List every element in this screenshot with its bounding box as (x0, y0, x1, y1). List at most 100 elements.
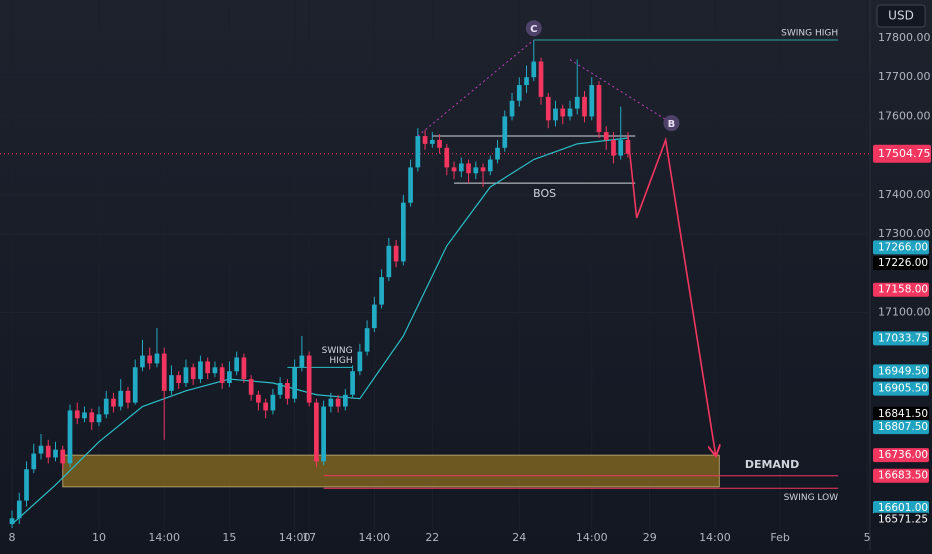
candle-body (545, 96, 551, 121)
y-tick-label: 17800.00 (878, 31, 931, 44)
candle-body (103, 398, 109, 415)
y-tick-label: 17600.00 (878, 109, 931, 122)
candle-body (125, 390, 131, 403)
price-label: 17158.00 (878, 284, 928, 296)
y-tick-label: 17700.00 (878, 70, 931, 83)
candle-body (357, 351, 363, 372)
candle-body (248, 379, 254, 395)
price-label-box (873, 256, 929, 271)
candle-body (169, 375, 174, 391)
candle-body (589, 85, 595, 117)
candle-body (96, 414, 102, 423)
candle-body (466, 163, 471, 174)
candle-body (509, 100, 515, 117)
price-label: 16905.50 (878, 383, 928, 395)
candle-body (53, 449, 58, 458)
candle-body (89, 412, 95, 423)
candle-body (560, 108, 566, 117)
x-tick-label: 14:00 (699, 531, 731, 544)
price-label: 16601.00 (878, 502, 928, 514)
candle-body (234, 357, 240, 372)
price-label-box (873, 381, 929, 396)
x-tick-label: 14:00 (358, 531, 390, 544)
candle-body (480, 167, 486, 172)
candle-body (429, 139, 435, 144)
candle-body (299, 355, 305, 368)
candle-body (183, 367, 189, 383)
candle-body (190, 367, 196, 380)
minor-swing-high-label: HIGH (329, 356, 352, 366)
currency-button[interactable] (876, 4, 926, 28)
moving-average (11, 137, 629, 525)
candle-body (38, 445, 44, 454)
candle-body (408, 167, 413, 203)
candle-body (285, 382, 290, 399)
price-label-box (873, 501, 929, 516)
candle-body (60, 449, 66, 464)
candle-body (321, 406, 326, 462)
x-tick-label: 14:00 (279, 531, 311, 544)
candle-body (350, 371, 355, 395)
candle-body (270, 394, 276, 411)
candle-body (574, 96, 580, 109)
candle-body (371, 304, 377, 329)
x-tick-label: 17 (302, 531, 316, 544)
candle-body (386, 245, 392, 278)
demand-label: DEMAND (745, 458, 799, 471)
candle-body (198, 361, 203, 380)
price-label: 16807.50 (878, 421, 928, 433)
candle-body (9, 518, 15, 525)
candle-body (458, 163, 464, 172)
y-tick-label: 17100.00 (878, 305, 931, 318)
candle-body (45, 445, 51, 458)
candle-body (422, 136, 428, 144)
candle-body (176, 375, 182, 383)
candle-body (306, 355, 312, 403)
candle-body (415, 136, 421, 168)
candle-body (24, 469, 29, 501)
candle-body (451, 167, 457, 172)
candle-body (437, 139, 442, 148)
price-label-box (873, 282, 929, 297)
x-tick-label: 10 (92, 531, 106, 544)
currency[interactable]: USD (888, 9, 914, 23)
price-label: 16736.00 (878, 449, 928, 461)
pattern-point-label: B (668, 119, 676, 130)
price-label-box (873, 331, 929, 346)
y-tick-label: 17400.00 (878, 188, 931, 201)
candle-body (16, 500, 22, 519)
candle-body (256, 394, 261, 403)
price-label-box (873, 406, 929, 421)
candle-body (553, 108, 558, 121)
candle-body (379, 277, 384, 305)
candle-body (611, 139, 616, 156)
x-tick-label: 29 (643, 531, 657, 544)
candle-body (292, 367, 297, 399)
candle-body (524, 77, 529, 86)
candle-body (111, 398, 116, 407)
price-label: 16841.50 (878, 408, 928, 420)
candle-body (400, 202, 406, 262)
x-tick-label: 14:00 (576, 531, 608, 544)
candle-body (161, 353, 167, 391)
candle-body (603, 132, 609, 140)
bos-label: BOS (533, 187, 556, 200)
candle-body (473, 167, 479, 174)
candle-body (596, 85, 602, 133)
pattern-leg (417, 39, 535, 137)
last-price-box (873, 144, 931, 163)
candle-body (343, 394, 348, 407)
candle-body (212, 367, 218, 374)
candle-body (538, 61, 544, 97)
price-label: 16571.25 (878, 514, 928, 526)
candle-body (82, 412, 87, 419)
candle-body (263, 402, 269, 411)
x-tick-label: 14:00 (148, 531, 180, 544)
price-label-box (873, 420, 929, 435)
candle-body (67, 410, 73, 464)
candle-body (502, 116, 508, 148)
price-label: 17266.00 (878, 241, 928, 253)
candle-body (314, 402, 319, 462)
candle-body (31, 453, 37, 470)
price-label: 16683.50 (878, 470, 928, 482)
